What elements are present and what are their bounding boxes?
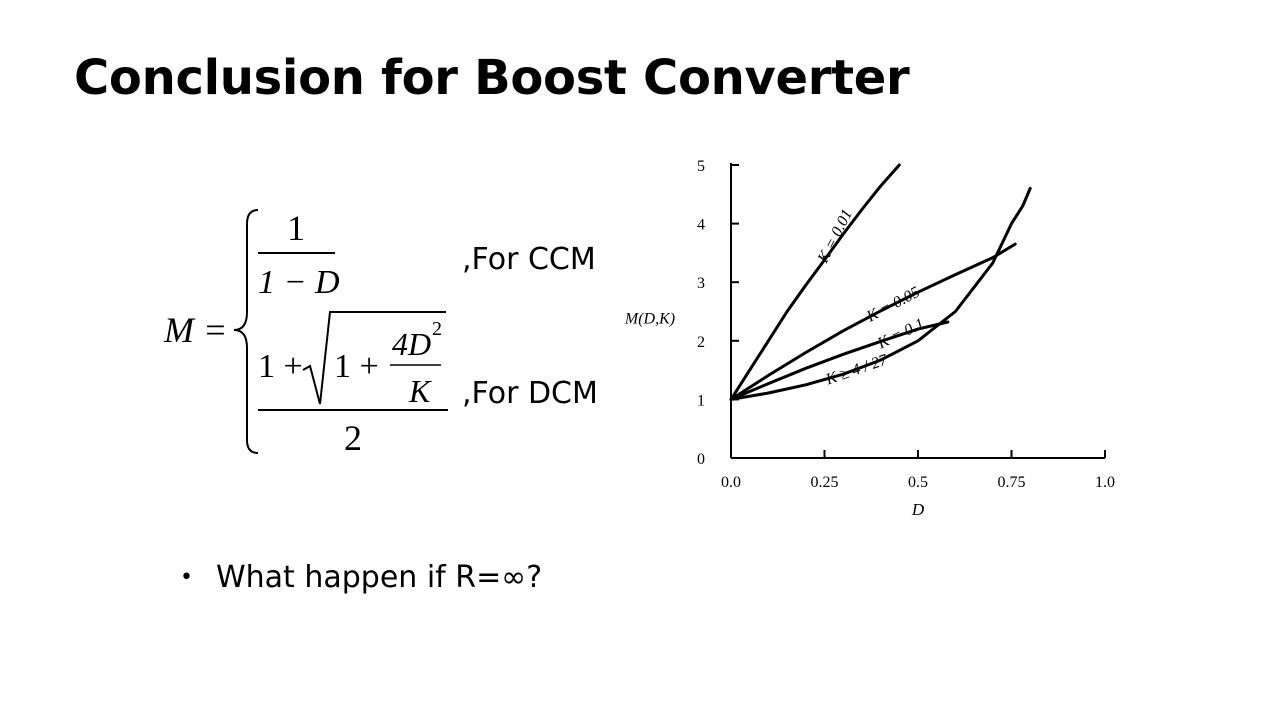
series-label-1: K = 0.01 [814, 207, 856, 267]
dcm-frac-numerator: 4D [392, 326, 431, 362]
ccm-label: ,For CCM [462, 242, 596, 277]
y-tick-label: 2 [697, 334, 705, 351]
dcm-sqrt-sign [302, 311, 446, 405]
x-tick-label: 0.25 [811, 474, 839, 491]
y-tick-label: 0 [697, 451, 705, 468]
dcm-denominator: 2 [344, 418, 362, 458]
y-tick-label: 4 [697, 217, 705, 234]
formula-brace [233, 209, 259, 454]
dcm-label: ,For DCM [462, 376, 598, 411]
y-tick-label: 5 [697, 158, 705, 175]
y-axis-label: M(D,K) [624, 310, 675, 327]
bullet-item: • What happen if R=∞? [180, 560, 542, 595]
dcm-frac-exponent: 2 [432, 318, 442, 340]
ccm-numerator: 1 [287, 208, 305, 248]
bullet-text: What happen if R=∞? [216, 560, 543, 595]
dcm-inner-one-plus: 1 + [334, 348, 379, 385]
bullet-dot: • [180, 565, 193, 590]
boost-gain-chart: 0 1 2 3 4 5 0.0 0.25 0.5 0.75 1.0 D M(D,K) K = 0.01 K … [624, 158, 1115, 519]
series-line-2 [729, 242, 1017, 401]
series-label-3: K = 0.1 [874, 315, 927, 352]
ccm-denominator: 1 − D [258, 264, 340, 301]
y-tick-label: 1 [697, 392, 705, 409]
dcm-one-plus: 1 + [258, 348, 303, 385]
series-line-3 [729, 320, 950, 401]
slide-title: Conclusion for Boost Converter [74, 50, 910, 106]
x-tick-label: 0.75 [998, 474, 1026, 491]
x-axis-label: D [911, 500, 925, 519]
formula-lhs: M = [163, 310, 227, 350]
x-tick-label: 0.5 [908, 474, 928, 491]
y-tick-label: 3 [697, 275, 705, 292]
dcm-frac-denominator: K [408, 373, 432, 409]
x-tick-label: 1.0 [1095, 474, 1115, 491]
series-line-1 [729, 163, 901, 401]
series-line-4 [729, 186, 1032, 401]
x-tick-label: 0.0 [721, 474, 741, 491]
